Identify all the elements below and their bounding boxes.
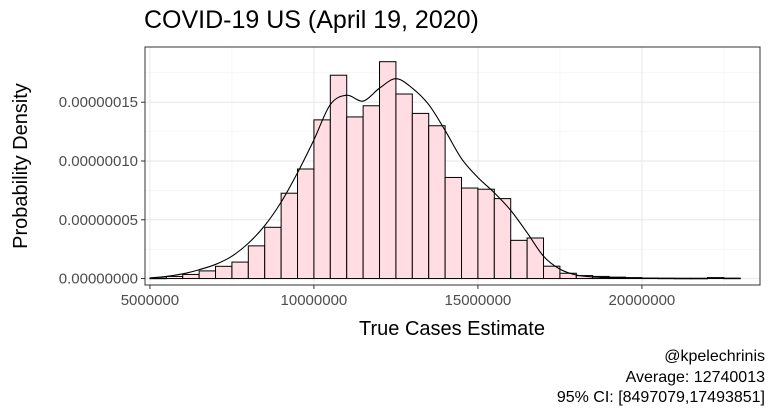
histogram-bar — [264, 226, 282, 280]
histogram-bar — [493, 198, 512, 280]
caption-handle: @kpelechrinis — [664, 348, 765, 365]
x-tick-label: 10000000 — [281, 292, 348, 309]
histogram-bar — [379, 61, 397, 280]
histogram-bar — [231, 261, 249, 280]
histogram-bar — [477, 188, 495, 280]
histogram-bar — [543, 265, 561, 280]
histogram-bar — [182, 273, 200, 280]
panel-border — [144, 46, 761, 286]
histogram-bar — [329, 74, 348, 280]
histogram-bar — [198, 270, 217, 280]
histogram-bar — [165, 275, 184, 280]
x-tick-label: 20000000 — [609, 292, 676, 309]
histogram-bar — [297, 168, 315, 280]
y-tick-label: 0.00000000 — [59, 271, 138, 288]
y-tick-label: 0.00000010 — [59, 153, 138, 170]
histogram-bar — [526, 237, 545, 280]
x-axis: 5000000 10000000 15000000 20000000 — [121, 285, 676, 309]
histogram-bar — [395, 93, 413, 280]
chart-title: COVID-19 US (April 19, 2020) — [144, 6, 479, 34]
histogram-bar — [215, 265, 233, 280]
y-tick-label: 0.00000005 — [59, 212, 138, 229]
histogram-bar — [461, 187, 479, 280]
caption-average: Average: 12740013 — [625, 369, 765, 386]
histogram-bar — [280, 192, 299, 280]
histogram-bars — [149, 61, 741, 280]
x-tick-label: 5000000 — [121, 292, 179, 309]
histogram-bar — [444, 176, 463, 280]
x-axis-title: True Cases Estimate — [359, 318, 545, 340]
y-axis: 0.00000000 0.00000005 0.00000010 0.00000015 — [59, 94, 145, 288]
histogram-bar — [510, 239, 528, 280]
histogram-bar — [346, 116, 364, 280]
histogram-bar — [362, 105, 381, 280]
x-tick-label: 15000000 — [445, 292, 512, 309]
histogram-bar — [313, 119, 331, 280]
histogram-bar — [247, 245, 266, 280]
caption-ci: 95% CI: [8497079,17493851] — [556, 389, 765, 406]
histogram-bar — [411, 112, 430, 280]
y-axis-title: Probability Density — [10, 83, 32, 249]
y-tick-label: 0.00000015 — [59, 94, 138, 111]
histogram-bar — [428, 125, 446, 280]
density-curve — [149, 78, 741, 279]
density-curve-group — [149, 78, 741, 279]
